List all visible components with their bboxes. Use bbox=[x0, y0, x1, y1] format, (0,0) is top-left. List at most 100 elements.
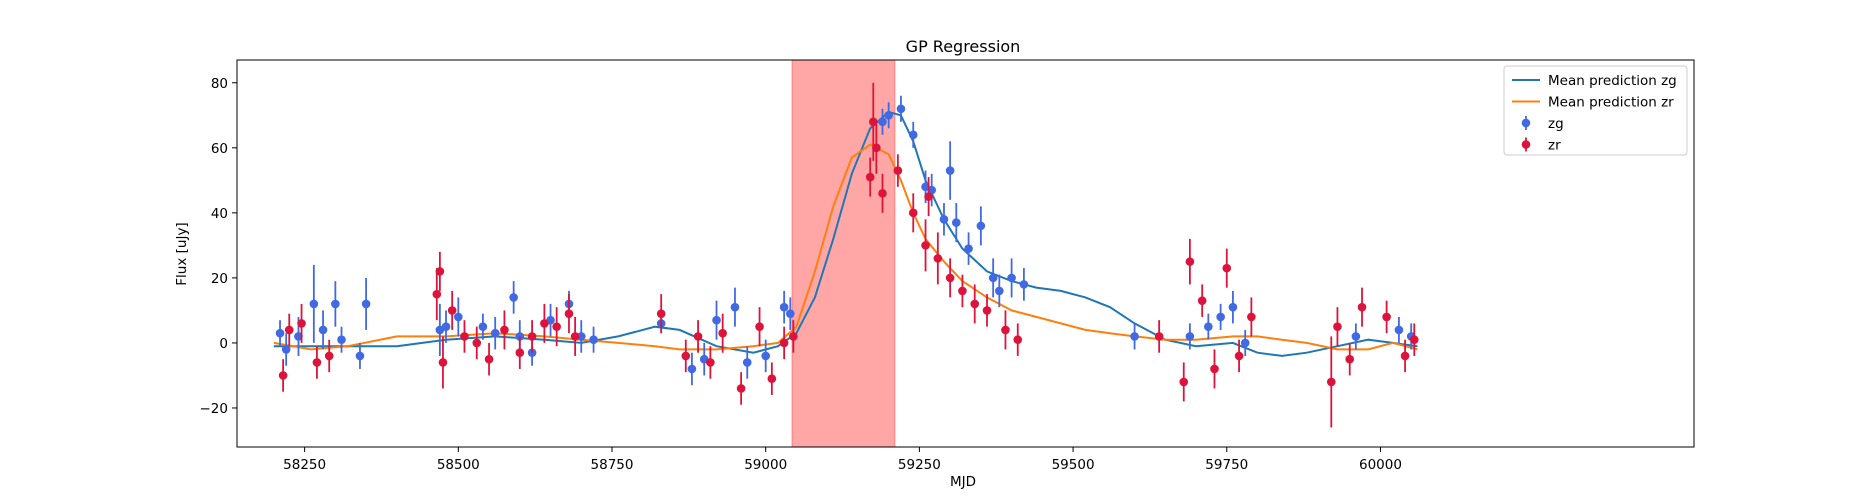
data-point bbox=[1326, 377, 1336, 387]
data-point bbox=[1013, 335, 1023, 344]
y-axis-label: Flux [uJy] bbox=[174, 222, 190, 285]
x-tick-label: 59250 bbox=[898, 457, 941, 473]
data-point bbox=[1130, 332, 1139, 341]
data-point bbox=[718, 328, 727, 338]
data-point bbox=[893, 166, 903, 175]
data-point bbox=[939, 215, 949, 224]
series-zr bbox=[278, 82, 1419, 428]
x-tick-label: 59500 bbox=[1052, 457, 1095, 473]
data-point bbox=[1357, 302, 1367, 312]
data-point bbox=[1185, 332, 1195, 341]
data-point bbox=[324, 351, 334, 361]
legend-marker-swatch bbox=[1521, 118, 1531, 128]
data-point bbox=[976, 221, 986, 231]
y-tick-label: 40 bbox=[211, 206, 228, 222]
data-point bbox=[1179, 377, 1189, 387]
data-point bbox=[472, 338, 482, 348]
data-point bbox=[1247, 312, 1256, 322]
data-point bbox=[908, 130, 918, 140]
data-point bbox=[767, 374, 777, 384]
data-point bbox=[1240, 338, 1250, 348]
data-point bbox=[1333, 322, 1342, 331]
data-point bbox=[515, 348, 525, 357]
data-point bbox=[309, 299, 319, 309]
data-point bbox=[1154, 332, 1164, 341]
data-point bbox=[1001, 325, 1010, 335]
data-point bbox=[693, 332, 703, 341]
data-point bbox=[964, 244, 973, 253]
data-point bbox=[441, 322, 451, 331]
data-point bbox=[995, 286, 1004, 296]
x-tick-label: 59750 bbox=[1205, 457, 1248, 473]
data-point bbox=[540, 319, 549, 328]
data-point bbox=[500, 325, 509, 335]
legend-box bbox=[1503, 65, 1688, 156]
x-axis: 58250 58500 58750 59000 59250 59500 59750 60000 bbox=[283, 447, 1402, 473]
data-point bbox=[331, 299, 340, 309]
data-point bbox=[275, 328, 285, 338]
data-point bbox=[945, 273, 955, 283]
data-point bbox=[933, 254, 943, 263]
x-tick-label: 58250 bbox=[283, 457, 326, 473]
data-point bbox=[460, 332, 469, 341]
series-zg bbox=[275, 95, 1416, 386]
legend-marker-swatch bbox=[1521, 140, 1531, 149]
data-point bbox=[447, 306, 457, 315]
legend-label: Mean prediction zr bbox=[1548, 95, 1674, 111]
y-axis: −20 0 20 40 60 80 bbox=[200, 76, 237, 417]
data-point bbox=[589, 335, 598, 344]
data-point bbox=[712, 315, 721, 325]
data-point bbox=[921, 241, 930, 250]
shaded-region bbox=[791, 59, 896, 448]
y-tick-label: 20 bbox=[211, 271, 228, 287]
data-point bbox=[951, 218, 961, 227]
data-point bbox=[687, 364, 697, 374]
data-point bbox=[1409, 335, 1419, 344]
data-point bbox=[878, 117, 887, 127]
data-point bbox=[1345, 354, 1355, 364]
data-point bbox=[878, 189, 887, 198]
data-point bbox=[509, 293, 518, 302]
data-point bbox=[294, 332, 303, 341]
data-point bbox=[312, 358, 322, 367]
data-point bbox=[1210, 364, 1219, 374]
data-point bbox=[1007, 273, 1016, 283]
data-point bbox=[681, 351, 691, 361]
data-point bbox=[490, 328, 500, 338]
data-point bbox=[432, 289, 442, 299]
data-point bbox=[1197, 296, 1207, 305]
data-point bbox=[908, 208, 918, 218]
legend-label: zr bbox=[1548, 138, 1561, 154]
chart-title: GP Regression bbox=[906, 37, 1021, 56]
data-point bbox=[278, 371, 288, 380]
data-point bbox=[982, 306, 992, 315]
data-point bbox=[1019, 280, 1029, 289]
data-point bbox=[779, 338, 789, 348]
data-point bbox=[761, 351, 771, 361]
data-point bbox=[779, 302, 789, 312]
data-point bbox=[872, 143, 881, 153]
plot-frame bbox=[236, 59, 1695, 448]
data-point bbox=[927, 185, 936, 195]
x-tick-label: 58500 bbox=[437, 457, 480, 473]
data-point bbox=[785, 309, 795, 318]
legend: Mean prediction zg Mean prediction zr zg zr bbox=[1503, 65, 1688, 156]
data-point bbox=[884, 110, 893, 120]
x-tick-label: 59000 bbox=[744, 457, 787, 473]
data-point bbox=[337, 335, 346, 344]
data-point bbox=[454, 312, 463, 322]
data-point bbox=[281, 345, 291, 354]
data-point bbox=[1400, 351, 1410, 361]
legend-label: zg bbox=[1548, 116, 1564, 132]
data-point bbox=[527, 332, 537, 341]
data-point bbox=[570, 332, 580, 341]
data-point bbox=[478, 322, 488, 331]
legend-label: Mean prediction zg bbox=[1548, 73, 1677, 89]
data-point bbox=[355, 351, 365, 361]
data-point bbox=[438, 358, 448, 367]
data-point bbox=[1185, 257, 1195, 266]
data-point bbox=[1216, 312, 1225, 322]
plot-area bbox=[236, 59, 1695, 448]
